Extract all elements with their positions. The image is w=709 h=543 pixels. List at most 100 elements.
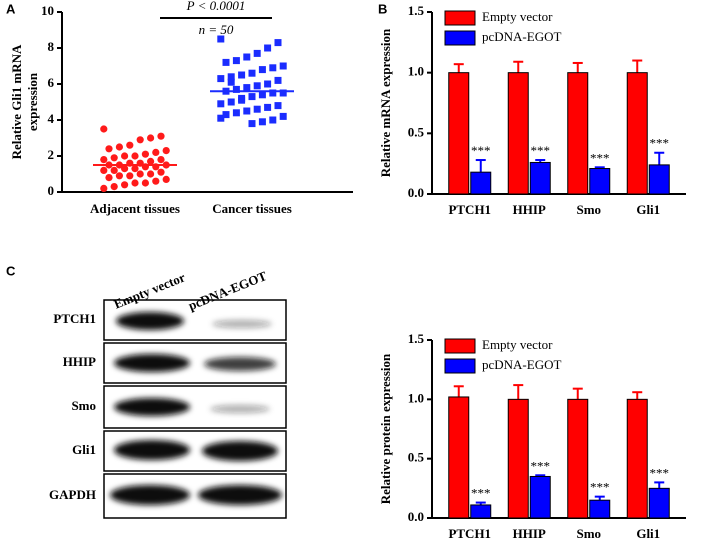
point [274, 39, 282, 47]
significance: *** [650, 136, 670, 151]
y-tick-label: 8 [48, 39, 55, 54]
legend-label: Empty vector [482, 337, 553, 352]
point [152, 148, 160, 156]
point [274, 102, 282, 110]
bar [567, 72, 589, 195]
point [253, 49, 261, 57]
point [147, 134, 155, 142]
y-tick-label: 1.0 [408, 64, 424, 79]
blot-column: pcDNA-EGOT [186, 268, 269, 313]
point [258, 91, 266, 99]
bar [507, 72, 529, 195]
point [279, 62, 287, 70]
y-tick-label: 1.5 [408, 3, 425, 18]
panel-label: A [6, 1, 16, 16]
point [141, 179, 149, 187]
point [269, 64, 277, 72]
significance: *** [531, 458, 551, 473]
bar [529, 161, 551, 195]
point [126, 172, 134, 180]
y-axis-label: expression [25, 72, 40, 131]
blot-row: PTCH1 [53, 311, 96, 326]
x-tick-label: Gli1 [636, 202, 660, 217]
point [264, 80, 272, 88]
point [100, 125, 108, 133]
x-tick-label: Adjacent tissues [90, 201, 180, 216]
point [100, 166, 108, 174]
point [232, 109, 240, 117]
point [157, 132, 165, 140]
y-tick-label: 1.5 [408, 331, 425, 346]
legend-swatch [444, 338, 476, 354]
point [136, 136, 144, 144]
point [100, 184, 108, 192]
x-tick-label: Gli1 [636, 526, 660, 541]
bar [648, 164, 670, 195]
panel-label: C [6, 263, 16, 278]
point [243, 84, 251, 92]
y-tick-label: 0.0 [408, 185, 424, 200]
point [152, 177, 160, 185]
point [238, 71, 246, 79]
bar [529, 475, 551, 519]
point [279, 112, 287, 120]
point [217, 35, 225, 43]
point [121, 152, 129, 160]
point [147, 157, 155, 165]
point [115, 172, 123, 180]
legend-swatch [444, 358, 476, 374]
point [110, 154, 118, 162]
point [131, 179, 139, 187]
point [162, 175, 170, 183]
point [147, 170, 155, 178]
point [110, 166, 118, 174]
point [105, 174, 113, 182]
point [248, 69, 256, 77]
y-axis-label: Relative mRNA expression [378, 28, 393, 177]
blot-bands [110, 312, 282, 505]
point [232, 85, 240, 93]
y-tick-label: 4 [48, 111, 55, 126]
blot-row: Gli1 [72, 442, 96, 457]
significance: *** [471, 486, 491, 501]
x-tick-label: Cancer tissues [212, 201, 292, 216]
point [258, 118, 266, 126]
significance: *** [531, 143, 551, 158]
blot-row: GAPDH [49, 487, 96, 502]
y-tick-label: 1.0 [408, 390, 424, 405]
point [232, 57, 240, 65]
y-axis-label: Relative Gli1 mRNA [9, 44, 24, 159]
annotation: P < 0.0001 [186, 0, 246, 13]
point [157, 156, 165, 164]
point [131, 165, 139, 173]
blot [103, 299, 287, 519]
point [136, 170, 144, 178]
point [264, 44, 272, 52]
point [258, 66, 266, 74]
x-tick-label: Smo [576, 202, 601, 217]
y-tick-label: 0.0 [408, 509, 424, 524]
y-tick-label: 10 [41, 3, 54, 18]
blot-column: Empty vector [112, 269, 188, 311]
x-tick-label: HHIP [513, 526, 546, 541]
legend-label: pcDNA-EGOT [482, 29, 561, 44]
legend-swatch [444, 30, 476, 46]
point [115, 143, 123, 151]
significance: *** [590, 150, 610, 165]
point [100, 156, 108, 164]
legend-swatch [444, 10, 476, 26]
x-tick-label: Smo [576, 526, 601, 541]
point [121, 165, 129, 173]
bar [470, 171, 492, 195]
point [105, 145, 113, 153]
bar [448, 72, 470, 195]
point [110, 183, 118, 191]
point [243, 53, 251, 61]
point [274, 76, 282, 84]
point [248, 93, 256, 101]
bar [626, 398, 648, 519]
bar [470, 504, 492, 519]
point [227, 73, 235, 81]
